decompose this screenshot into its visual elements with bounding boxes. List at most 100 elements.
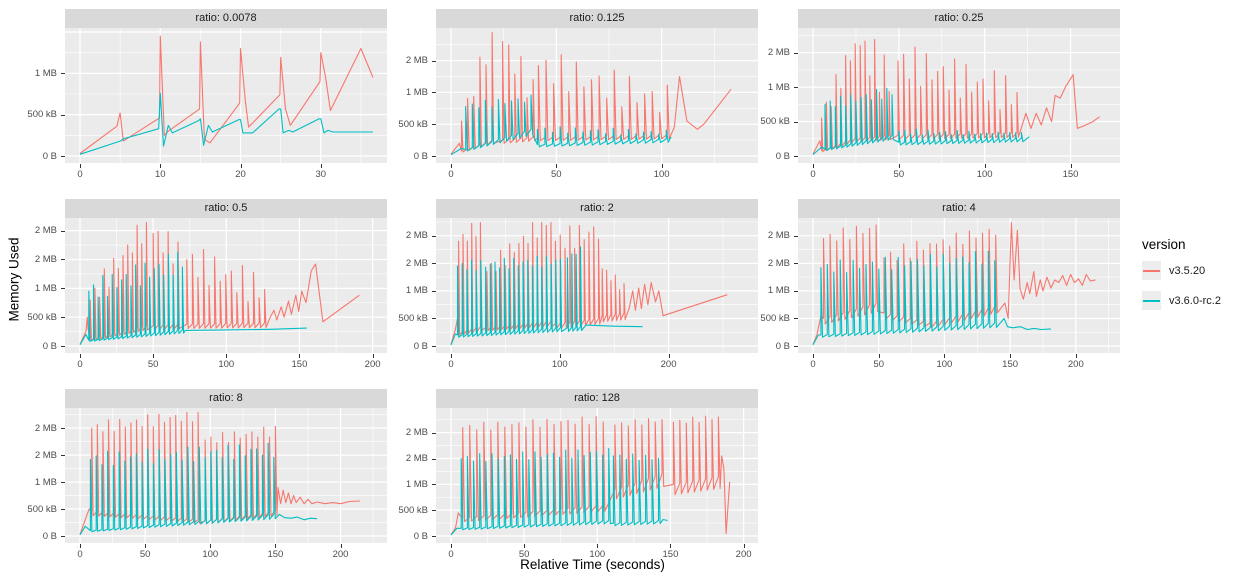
x-tick-mark [160,164,162,168]
y-tick-label: 1 MB [34,476,57,488]
y-tick-mark [61,482,65,484]
facet-strip: ratio: 0.0078 [65,9,387,28]
legend-entry: v3.5.20 [1142,261,1242,280]
x-tick-mark [80,544,81,548]
y-tick-mark [794,263,798,265]
x-tick-mark [451,354,452,358]
facet-strip: ratio: 0.25 [798,9,1120,28]
x-tick-label: 150 [291,359,308,370]
y-tick-mark [432,346,436,347]
legend-key-box [1142,261,1161,280]
x-tick-mark [153,354,155,358]
y-tick-label: 1 MB [767,81,790,93]
x-tick-label: 30 [315,169,327,180]
y-tick-mark [794,87,798,89]
y-tick-label: 1 MB [405,285,428,297]
x-tick-label: 100 [653,169,670,180]
y-tick-mark [61,230,65,232]
x-tick-label: 200 [735,549,752,560]
facet-panel [65,28,387,163]
y-tick-label: 0 B [42,530,57,542]
facet-strip: ratio: 2 [436,199,758,218]
x-tick-label: 10 [154,169,166,180]
x-tick-mark [1070,164,1072,168]
series-line-v3.5.20 [450,415,731,535]
facet-panel [436,218,758,353]
legend-key-box [1142,291,1161,310]
y-tick-mark [61,259,65,261]
y-tick-label: 500 kB [398,312,428,324]
y-tick-mark [432,458,436,460]
series-line-v3.6.0-rc.2 [812,87,1030,156]
x-tick-label: 100 [551,359,568,370]
line-swatch-icon [1143,270,1160,272]
y-tick-mark [794,235,798,237]
facet-strip: ratio: 8 [65,389,387,408]
x-tick-mark [275,544,277,548]
y-tick-label: 500 kB [27,109,57,121]
x-tick-mark [559,354,561,358]
x-tick-label: 100 [589,549,606,560]
y-tick-mark [61,288,65,290]
legend-entry: v3.6.0-rc.2 [1142,291,1242,310]
y-tick-mark [794,318,798,320]
x-tick-mark [1075,354,1077,358]
x-tick-mark [670,544,672,548]
line-swatch-icon [1143,300,1160,302]
y-tick-label: 0 B [413,340,428,352]
x-tick-label: 0 [77,549,83,560]
y-tick-mark [61,114,65,116]
y-tick-label: 2 MB [767,230,790,242]
facet-strip: ratio: 4 [798,199,1120,218]
y-tick-label: 2 MB [405,453,428,464]
x-tick-mark [299,354,301,358]
y-tick-mark [432,124,436,126]
x-tick-mark [813,164,814,168]
x-tick-label: 20 [235,169,246,180]
x-tick-label: 50 [518,549,530,560]
facet-panel [798,28,1120,163]
x-tick-mark [524,544,526,548]
series-line-v3.6.0-rc.2 [79,251,307,346]
x-tick-mark [145,544,147,548]
y-tick-mark [432,432,436,434]
x-tick-label: 200 [364,359,381,370]
y-tick-mark [432,536,436,537]
x-tick-label: 0 [77,359,83,370]
y-tick-mark [794,121,798,123]
y-tick-label: 2 MB [34,449,57,461]
y-tick-label: 1 MB [405,86,428,98]
x-tick-mark [813,354,814,358]
y-tick-mark [432,510,436,512]
x-tick-mark [668,354,670,358]
x-tick-label: 0 [448,359,454,370]
facet-panel [436,28,758,163]
y-tick-label: 0 B [775,340,790,352]
y-tick-label: 500 kB [27,311,57,323]
y-tick-label: 2 MB [34,225,57,237]
x-tick-mark [320,164,322,168]
x-tick-label: 100 [976,169,993,180]
series-line-v3.5.20 [450,222,728,345]
x-tick-mark [80,164,81,168]
x-tick-label: 50 [893,169,905,180]
x-tick-label: 50 [147,359,159,370]
x-tick-label: 50 [873,359,884,370]
x-tick-label: 100 [202,549,219,560]
series-line-v3.6.0-rc.2 [450,447,668,536]
x-tick-label: 50 [551,169,562,180]
series-line-v3.5.20 [812,222,1096,345]
x-tick-mark [984,164,986,168]
y-tick-label: 2 MB [405,55,428,67]
x-tick-label: 0 [448,169,454,180]
x-tick-label: 0 [810,359,816,370]
y-tick-mark [432,92,436,94]
facet-panel [65,408,387,543]
x-tick-mark [944,354,946,358]
y-tick-mark [432,318,436,320]
series-line-v3.6.0-rc.2 [812,250,1051,346]
y-tick-mark [61,428,65,430]
y-tick-mark [794,346,798,347]
x-tick-label: 150 [1062,169,1079,180]
